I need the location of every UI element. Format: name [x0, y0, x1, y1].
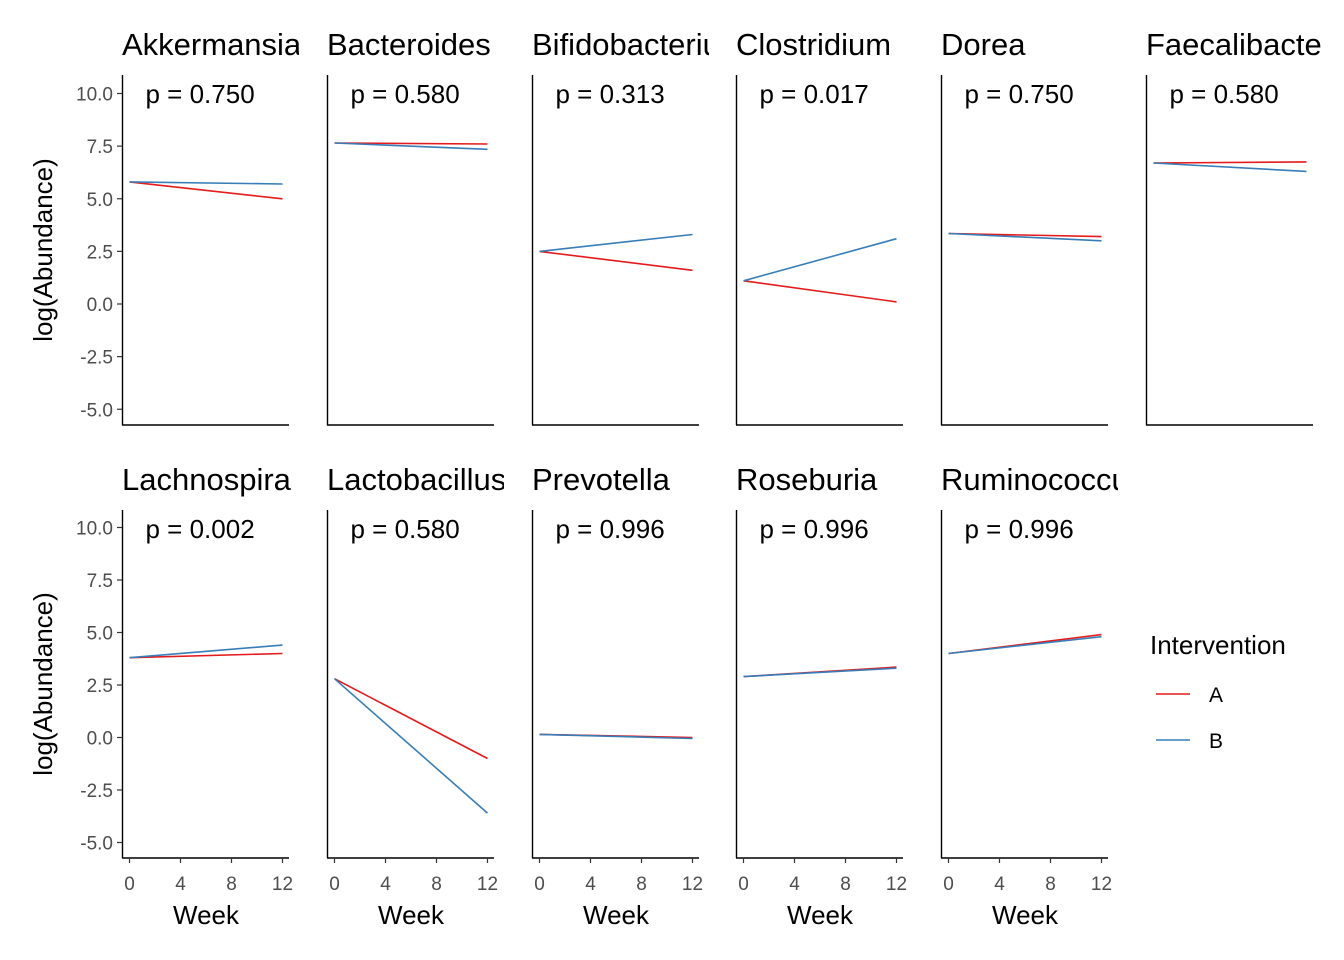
x-tick-label: 4 [585, 874, 596, 895]
series-line-b [333, 678, 489, 814]
panel-title: Lachnospira [122, 462, 292, 497]
series-line-b [334, 142, 488, 151]
panel-faecalibacterium: Faecalibacterium p = 0.580 [1145, 27, 1344, 426]
panel-title: Prevotella [532, 462, 671, 497]
x-tick-label: 4 [175, 874, 186, 895]
panel-title: Bifidobacterium [532, 27, 746, 62]
series-line-b [129, 644, 283, 659]
p-value-label: p = 0.580 [351, 514, 460, 544]
series-line-a [1153, 161, 1307, 164]
series-line-b [539, 233, 693, 253]
panel-title: Bacteroides [327, 27, 491, 62]
panel-ruminococcus: Ruminococcus p = 0.996 0 4 8 12 Week [940, 462, 1144, 930]
legend-label-b: B [1209, 730, 1223, 753]
p-value-label: p = 0.996 [965, 514, 1074, 544]
p-value-label: p = 0.750 [965, 79, 1074, 109]
y-tick-label: 7.5 [87, 571, 113, 592]
p-value-label: p = 0.313 [556, 79, 665, 109]
y-axis-title: log(Abundance) [28, 592, 58, 776]
x-tick-label: 8 [226, 874, 237, 895]
x-axis-title: Week [173, 900, 240, 930]
legend-title: Intervention [1150, 630, 1286, 660]
x-tick-label: 12 [477, 874, 498, 895]
panel-dorea: Dorea p = 0.750 [940, 27, 1108, 426]
x-tick-label: 4 [789, 874, 800, 895]
series-line-a [129, 181, 283, 200]
x-tick-label: 12 [1091, 874, 1112, 895]
series-line-a [334, 142, 488, 145]
p-value-label: p = 0.580 [351, 79, 460, 109]
y-tick-label: 10.0 [76, 519, 113, 540]
panel-lactobacillus: Lactobacillus p = 0.580 0 4 8 12 Week [326, 462, 506, 930]
x-tick-label: 4 [380, 874, 391, 895]
x-tick-label: 12 [272, 874, 293, 895]
series-line-a [334, 677, 488, 760]
x-tick-label: 0 [534, 874, 545, 895]
series-line-a [129, 652, 283, 659]
x-tick-label: 0 [329, 874, 340, 895]
y-tick-label: -5.0 [80, 400, 113, 421]
x-tick-label: 0 [738, 874, 749, 895]
panel-title: Lactobacillus [327, 462, 506, 497]
p-value-label: p = 0.002 [146, 514, 255, 544]
y-tick-label: 10.0 [76, 85, 113, 106]
series-line-b [743, 667, 897, 678]
y-tick-label: -2.5 [80, 781, 113, 802]
series-line-b [948, 232, 1102, 242]
x-tick-label: 12 [886, 874, 907, 895]
x-axis-title: Week [583, 900, 650, 930]
p-value-label: p = 0.580 [1170, 79, 1279, 109]
x-tick-label: 0 [124, 874, 135, 895]
panel-clostridium: Clostridium p = 0.017 [735, 27, 903, 426]
y-tick-label: -2.5 [80, 348, 113, 369]
panel-title: Clostridium [736, 27, 891, 62]
y-axis-title: log(Abundance) [28, 158, 58, 342]
y-tick-label: 5.0 [87, 190, 113, 211]
p-value-label: p = 0.750 [146, 79, 255, 109]
p-value-label: p = 0.996 [760, 514, 869, 544]
panel-title: Dorea [941, 27, 1026, 62]
series-line-b [1153, 162, 1307, 173]
x-tick-label: 0 [943, 874, 954, 895]
y-tick-label: 0.0 [87, 729, 113, 750]
series-line-b [129, 181, 283, 185]
series-line-a [743, 280, 897, 303]
panel-akkermansia: Akkermansia p = 0.750 10.0 7.5 5.0 2.5 0.0 -2.5… [28, 27, 302, 426]
panel-roseburia: Roseburia p = 0.996 0 4 8 12 Week [735, 462, 907, 930]
panel-bifidobacterium: Bifidobacterium p = 0.313 [531, 27, 746, 426]
y-tick-label: 7.5 [87, 137, 113, 158]
x-tick-label: 8 [1045, 874, 1056, 895]
x-tick-label: 8 [636, 874, 647, 895]
y-tick-label: 0.0 [87, 295, 113, 316]
panel-title: Ruminococcus [941, 462, 1144, 497]
panel-bacteroides: Bacteroides p = 0.580 [326, 27, 494, 426]
panel-title: Akkermansia [122, 27, 302, 62]
p-value-label: p = 0.017 [760, 79, 869, 109]
panel-title: Faecalibacterium [1146, 27, 1344, 62]
panel-title: Roseburia [736, 462, 878, 497]
panels: Akkermansia p = 0.750 10.0 7.5 5.0 2.5 0.0 -2.5… [28, 27, 1344, 930]
series-line-b [743, 237, 897, 282]
x-tick-label: 8 [840, 874, 851, 895]
x-axis-title: Week [787, 900, 854, 930]
y-tick-label: 5.0 [87, 624, 113, 645]
series-line-a [539, 250, 693, 272]
p-value-label: p = 0.996 [556, 514, 665, 544]
y-tick-label: -5.0 [80, 834, 113, 855]
legend-label-a: A [1209, 684, 1223, 707]
x-tick-label: 4 [994, 874, 1005, 895]
x-axis-title: Week [378, 900, 445, 930]
panel-prevotella: Prevotella p = 0.996 0 4 8 12 Week [531, 462, 703, 930]
legend: Intervention A B [1150, 630, 1286, 753]
series-line-b [948, 635, 1102, 655]
x-tick-label: 8 [431, 874, 442, 895]
y-tick-label: 2.5 [87, 242, 113, 263]
panel-lachnospira: Lachnospira p = 0.002 10.0 7.5 5.0 2.5 0.0 -2.5… [28, 462, 293, 930]
x-tick-label: 12 [682, 874, 703, 895]
series-line-b [539, 733, 693, 740]
y-tick-label: 2.5 [87, 676, 113, 697]
x-axis-title: Week [992, 900, 1059, 930]
